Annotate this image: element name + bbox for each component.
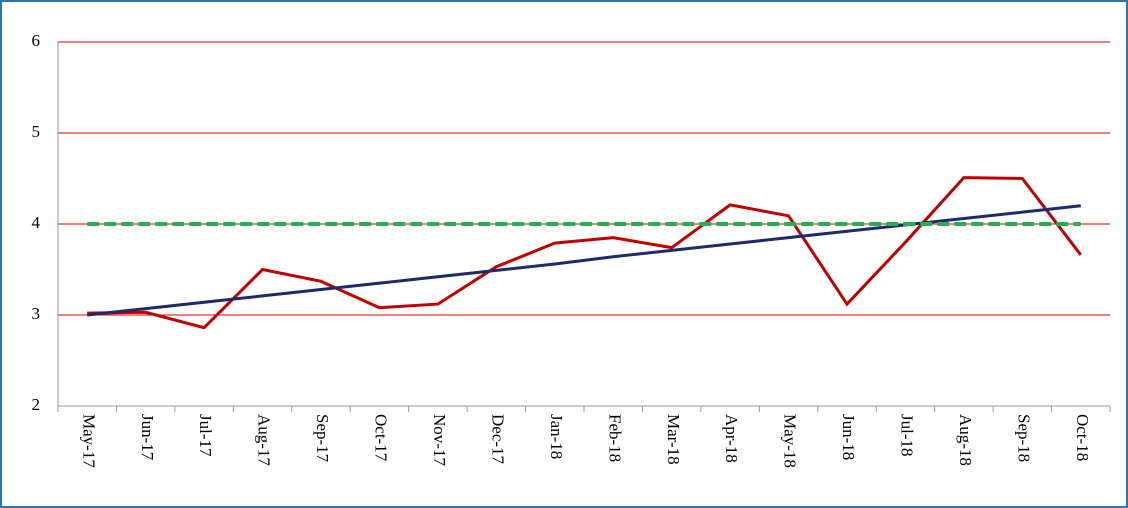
x-tick-label: Dec-17 [488, 414, 507, 465]
x-tick-label: Mar-18 [664, 414, 683, 465]
data-line [87, 176, 1082, 330]
x-tick-label: Jul-18 [898, 414, 917, 457]
y-tick-label: 2 [32, 395, 41, 414]
x-tick-label: Apr-18 [722, 414, 741, 463]
y-tick-label: 5 [32, 122, 41, 141]
x-tick-label: Aug-17 [255, 414, 274, 466]
x-tick-label: Sep-18 [1014, 414, 1033, 462]
x-tick-label: Jan-18 [547, 414, 566, 459]
y-tick-label: 4 [32, 213, 41, 232]
x-tick-label: Oct-18 [1073, 414, 1092, 461]
x-tick-label: May-17 [79, 414, 98, 468]
x-tick-label: May-18 [781, 414, 800, 468]
x-tick-label: Jul-17 [196, 414, 215, 457]
x-tick-label: Nov-17 [430, 414, 449, 466]
x-tick-label: Feb-18 [605, 414, 624, 462]
x-tick-label: Sep-17 [313, 414, 332, 463]
x-tick-label: Oct-17 [372, 414, 391, 462]
x-tick-label: Jun-17 [138, 414, 157, 461]
y-tick-label: 3 [32, 304, 41, 323]
y-tick-label: 6 [32, 31, 41, 50]
x-tick-label: Aug-18 [956, 414, 975, 466]
x-tick-label: Jun-18 [839, 414, 858, 460]
